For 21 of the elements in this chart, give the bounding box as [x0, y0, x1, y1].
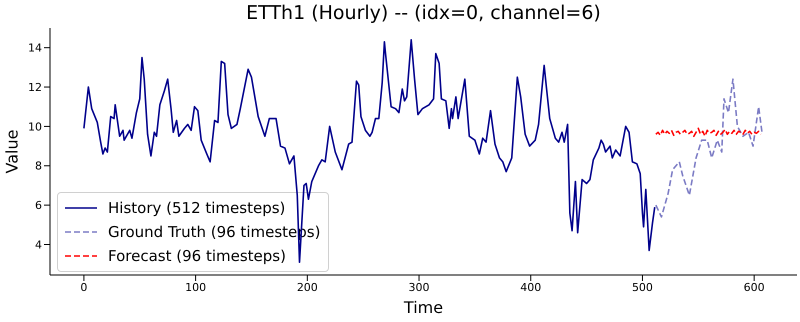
- x-tick-label: 0: [80, 280, 88, 294]
- y-tick-label: 8: [35, 160, 42, 173]
- x-tick-label: 500: [632, 280, 653, 294]
- line-series: [655, 128, 762, 138]
- x-tick-label: 600: [744, 280, 765, 294]
- y-axis-title: Value: [2, 130, 22, 174]
- y-tick-label: 14: [28, 42, 42, 55]
- y-tick-label: 4: [35, 238, 42, 252]
- x-axis-title: Time: [402, 298, 444, 317]
- legend-label: Forecast (96 timesteps): [108, 246, 286, 267]
- y-tick-label: 12: [28, 80, 42, 94]
- line-series: [655, 78, 763, 218]
- x-tick-label: 100: [185, 280, 206, 294]
- line-series: [83, 39, 656, 264]
- y-tick-label: 6: [35, 199, 42, 212]
- y-tick-label: 10: [28, 120, 42, 134]
- x-tick-label: 200: [296, 280, 318, 294]
- chart-title: ETTh1 (Hourly) -- (idx=0, channel=6): [245, 2, 602, 24]
- x-tick-label: 300: [408, 280, 430, 294]
- x-tick-label: 400: [520, 280, 542, 294]
- legend-label: History (512 timesteps): [108, 198, 286, 219]
